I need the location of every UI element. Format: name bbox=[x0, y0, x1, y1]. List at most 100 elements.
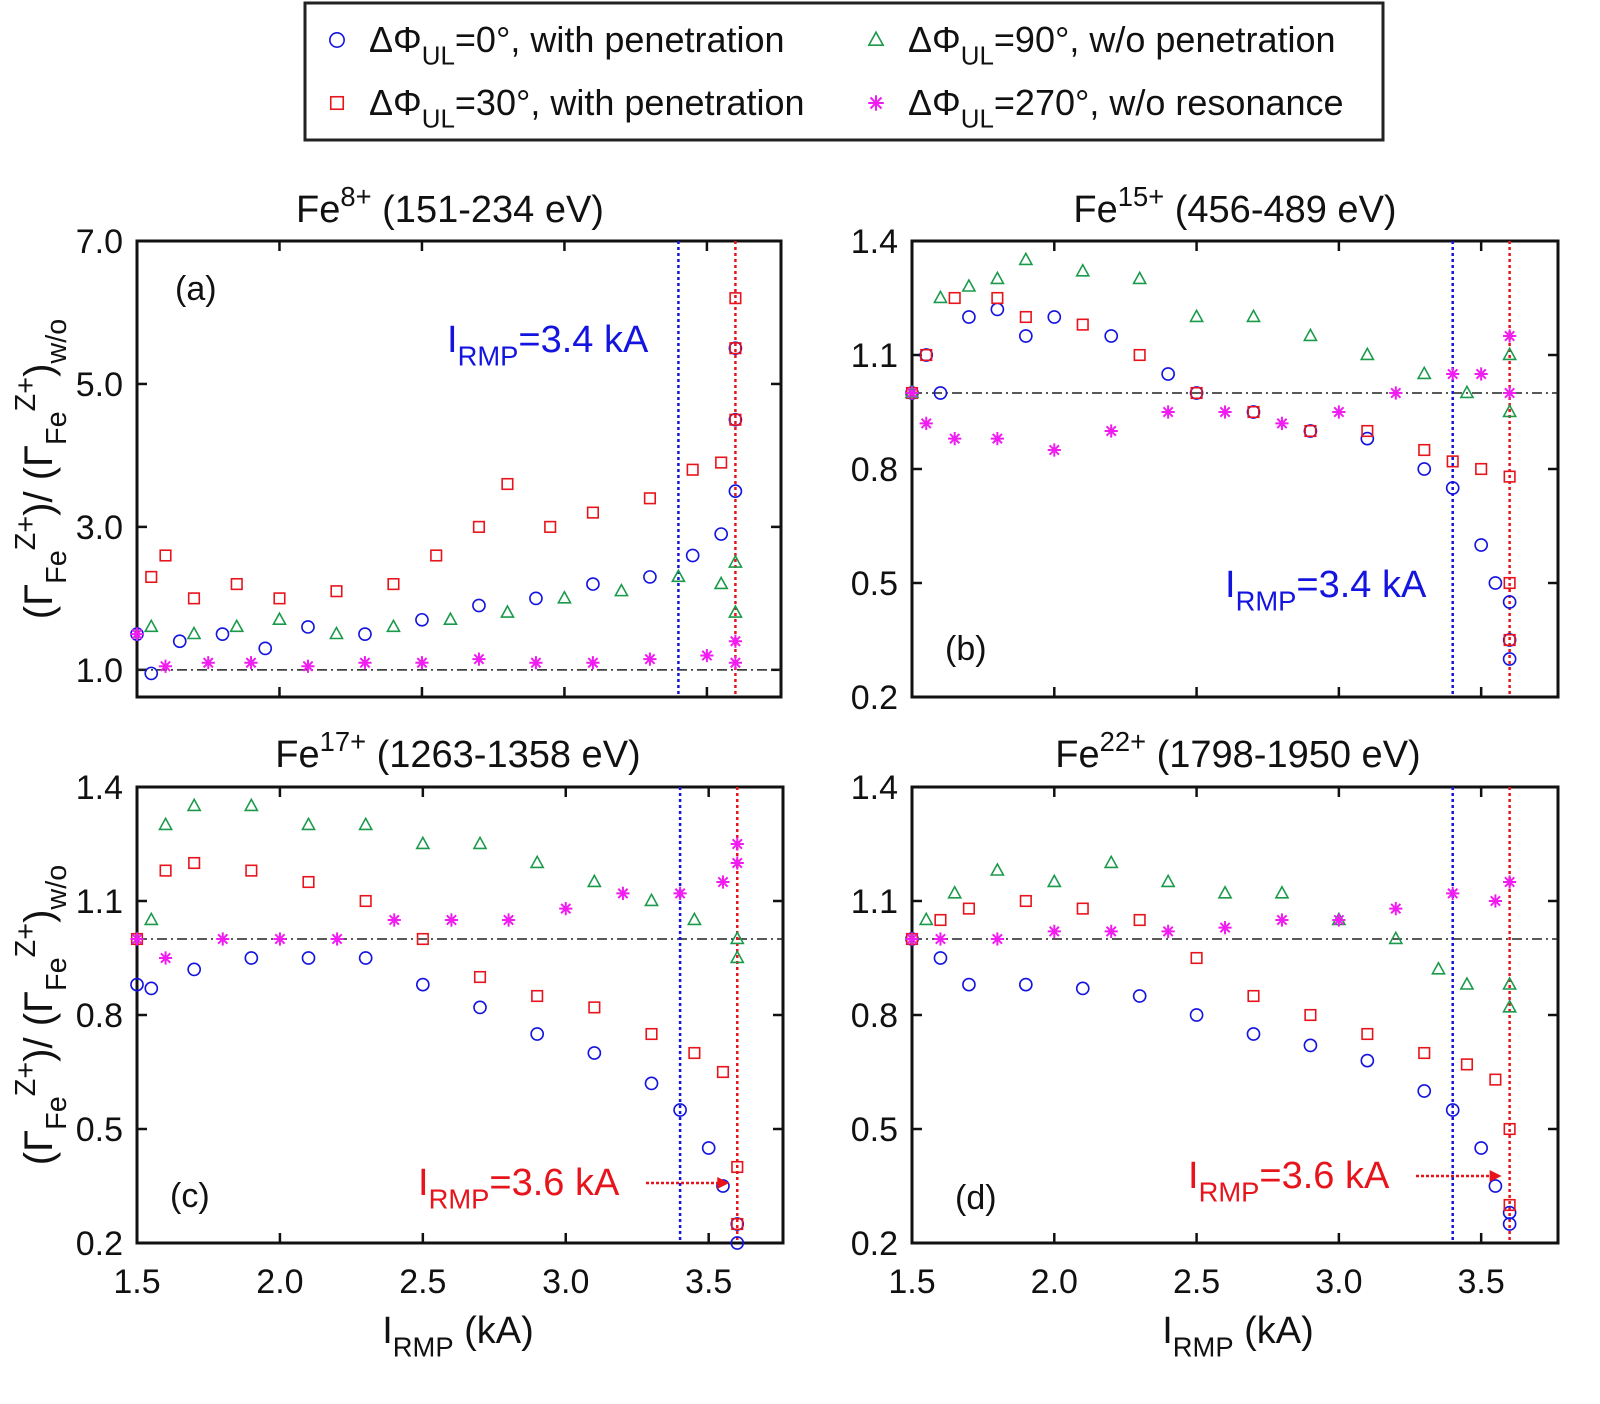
marker-triangle bbox=[586, 873, 602, 888]
text-part: Z+ bbox=[10, 1062, 42, 1096]
marker-star bbox=[501, 913, 516, 927]
marker-square bbox=[1247, 989, 1260, 1003]
marker-triangle bbox=[529, 854, 545, 869]
marker-circle bbox=[1445, 1103, 1460, 1117]
text-part: I bbox=[1225, 564, 1236, 606]
marker-triangle bbox=[614, 582, 629, 597]
arrow-head bbox=[717, 1177, 730, 1189]
marker-star bbox=[1332, 913, 1346, 927]
panel-title: Fe22+ (1798-1950 eV) bbox=[1055, 726, 1420, 776]
x-tick-label: 2.5 bbox=[399, 1263, 446, 1301]
text-part: Z+ bbox=[10, 377, 42, 411]
text-part: =0°, with penetration bbox=[455, 19, 785, 60]
marker-square bbox=[716, 1065, 730, 1079]
marker-triangle bbox=[1502, 403, 1518, 418]
marker-circle bbox=[1502, 595, 1517, 609]
y-tick-label: 1.1 bbox=[76, 883, 123, 921]
marker-circle bbox=[728, 484, 743, 499]
marker-circle bbox=[472, 598, 486, 613]
text-part: =3.6 kA bbox=[489, 1162, 620, 1204]
text-part: UL bbox=[961, 106, 994, 134]
marker-triangle bbox=[729, 949, 745, 964]
marker-star bbox=[1332, 405, 1346, 419]
marker-star bbox=[1503, 875, 1517, 889]
text-part: RMP bbox=[1199, 1176, 1260, 1207]
marker-square bbox=[1446, 455, 1459, 468]
marker-triangle bbox=[272, 611, 287, 626]
marker-star bbox=[673, 886, 687, 900]
y-tick-label: 3.0 bbox=[76, 509, 123, 547]
marker-star bbox=[933, 932, 948, 946]
text-part: Fe bbox=[41, 957, 73, 991]
series bbox=[130, 856, 744, 1231]
marker-square bbox=[688, 1046, 701, 1060]
marker-square bbox=[1076, 318, 1089, 331]
marker-star bbox=[1218, 405, 1232, 419]
marker-square bbox=[1503, 1198, 1516, 1212]
marker-star bbox=[990, 932, 1004, 946]
legend-marker bbox=[329, 32, 345, 48]
marker-triangle bbox=[386, 618, 401, 633]
marker-circle bbox=[1502, 652, 1517, 666]
marker-circle bbox=[130, 977, 144, 992]
series bbox=[905, 329, 1517, 457]
marker-circle bbox=[258, 641, 273, 656]
legend-marker bbox=[868, 95, 884, 111]
marker-circle bbox=[962, 977, 976, 992]
marker-circle bbox=[933, 386, 948, 400]
marker-triangle bbox=[1388, 930, 1404, 945]
marker-star bbox=[1488, 894, 1502, 908]
marker-triangle bbox=[644, 892, 659, 907]
marker-circle bbox=[1104, 329, 1119, 343]
text-part: RMP bbox=[429, 1183, 490, 1214]
marker-square bbox=[1418, 443, 1431, 457]
y-tick-label: 1.0 bbox=[76, 652, 123, 690]
y-tick-label: 0.2 bbox=[851, 679, 898, 717]
marker-circle bbox=[1360, 1053, 1375, 1068]
marker-triangle bbox=[472, 835, 488, 850]
panel-label: (b) bbox=[945, 630, 987, 668]
marker-triangle bbox=[301, 816, 316, 831]
marker-star bbox=[1275, 913, 1289, 927]
text-part: Fe bbox=[41, 550, 73, 584]
marker-circle bbox=[1303, 1038, 1318, 1053]
text-part: Z+ bbox=[10, 516, 42, 550]
panel: 1.0 3.0 5.0 7.0 (a) bbox=[76, 223, 783, 699]
marker-square bbox=[302, 875, 315, 889]
text-part: =30°, with penetration bbox=[455, 82, 805, 123]
marker-circle bbox=[1417, 1084, 1432, 1098]
marker-triangle bbox=[1103, 854, 1119, 869]
series bbox=[918, 854, 1518, 1013]
x-tick-label: 2.0 bbox=[1031, 1263, 1078, 1301]
text-part: Fe bbox=[41, 411, 73, 445]
marker-circle bbox=[473, 1000, 487, 1015]
marker-circle bbox=[1445, 481, 1460, 495]
series bbox=[130, 627, 743, 673]
marker-circle bbox=[685, 548, 700, 563]
marker-circle bbox=[714, 527, 729, 541]
marker-square bbox=[731, 1217, 744, 1231]
marker-square bbox=[472, 520, 486, 533]
marker-circle bbox=[1132, 989, 1147, 1003]
marker-circle bbox=[644, 1076, 659, 1091]
marker-triangle bbox=[1189, 308, 1204, 323]
marker-triangle bbox=[728, 554, 743, 568]
marker-circle bbox=[673, 1103, 687, 1117]
text-part: Fe bbox=[275, 734, 319, 776]
marker-circle bbox=[1161, 367, 1175, 381]
marker-square bbox=[1190, 951, 1203, 965]
marker-star bbox=[201, 656, 215, 670]
y-tick-label: 1.1 bbox=[851, 883, 898, 921]
marker-circle bbox=[1474, 538, 1489, 552]
marker-square bbox=[359, 894, 372, 908]
marker-star bbox=[728, 656, 743, 670]
text-part: 22+ bbox=[1100, 726, 1146, 757]
marker-star bbox=[1047, 443, 1061, 457]
marker-star bbox=[716, 875, 730, 889]
text-part: )/ (Γ bbox=[17, 445, 61, 516]
marker-star bbox=[1047, 924, 1061, 938]
marker-star bbox=[529, 656, 543, 670]
text-part: (1263-1358 eV) bbox=[366, 734, 641, 776]
annotation: IRMP=3.6 kA bbox=[418, 1162, 620, 1214]
marker-star bbox=[444, 913, 459, 927]
